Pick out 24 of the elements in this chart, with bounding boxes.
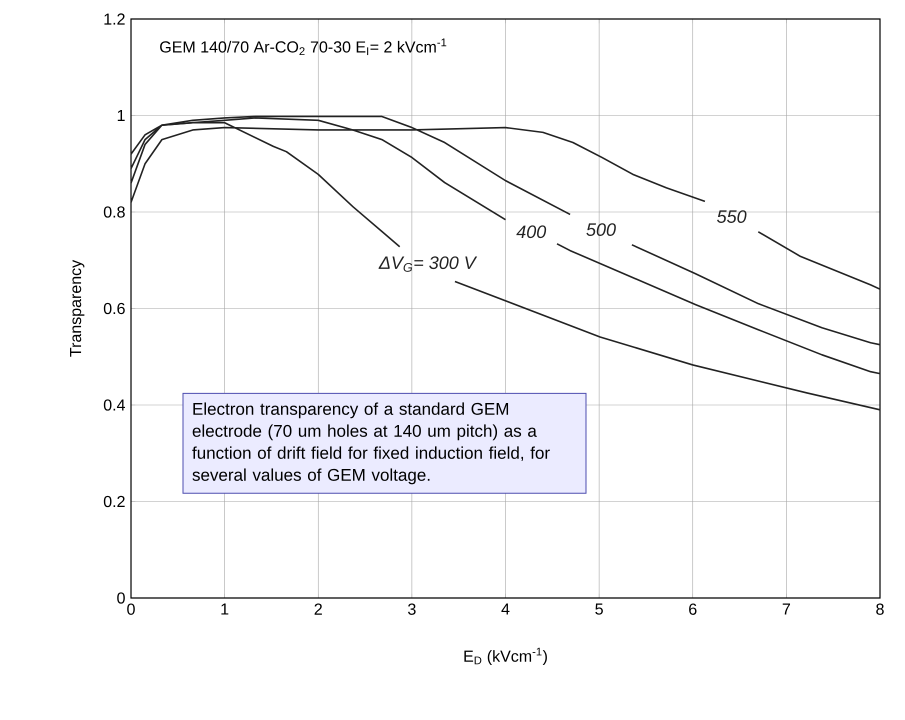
y-tick-label: 1.2 bbox=[104, 13, 125, 25]
x-axis-title: E$_{D}$ (kVcm$^{-1}$) bbox=[464, 648, 547, 665]
y-tick-label: 0.8 bbox=[104, 206, 125, 218]
series-label: ΔV$_{G}$= 300 V bbox=[378, 256, 478, 272]
y-tick-label: 1 bbox=[118, 110, 125, 121]
x-tick-label: 7 bbox=[782, 604, 790, 615]
y-tick-label: 0.6 bbox=[104, 302, 125, 314]
y-tick-label: 0.2 bbox=[104, 496, 125, 508]
text: GEM 140/70 Ar-CO$_{2}$ 70-30 E$_{I}$= 2 kVcm$^{-1}$ bbox=[160, 38, 446, 56]
series-label: 500 bbox=[586, 223, 616, 236]
y-tick-label: 0 bbox=[117, 592, 125, 604]
x-tick-label: 1 bbox=[221, 604, 228, 615]
y-tick-label: 0.4 bbox=[104, 399, 125, 411]
x-tick-label: 4 bbox=[501, 604, 510, 615]
x-tick-label: 2 bbox=[314, 604, 322, 615]
series-label: 400 bbox=[516, 225, 546, 238]
series-label: 550 bbox=[717, 210, 746, 223]
x-tick-label: 0 bbox=[127, 604, 135, 615]
y-axis-title: Transparency bbox=[70, 260, 84, 357]
x-tick-label: 5 bbox=[595, 604, 603, 615]
annotation: Electron transparency of a standard GEM electrode (70 um holes at 140 um pitch) as a function of drift field for fixed induction field, for several values of GEM voltage. bbox=[192, 402, 550, 484]
x-tick-label: 8 bbox=[876, 604, 884, 615]
x-tick-label: 3 bbox=[408, 604, 416, 615]
x-tick-label: 6 bbox=[689, 604, 696, 615]
